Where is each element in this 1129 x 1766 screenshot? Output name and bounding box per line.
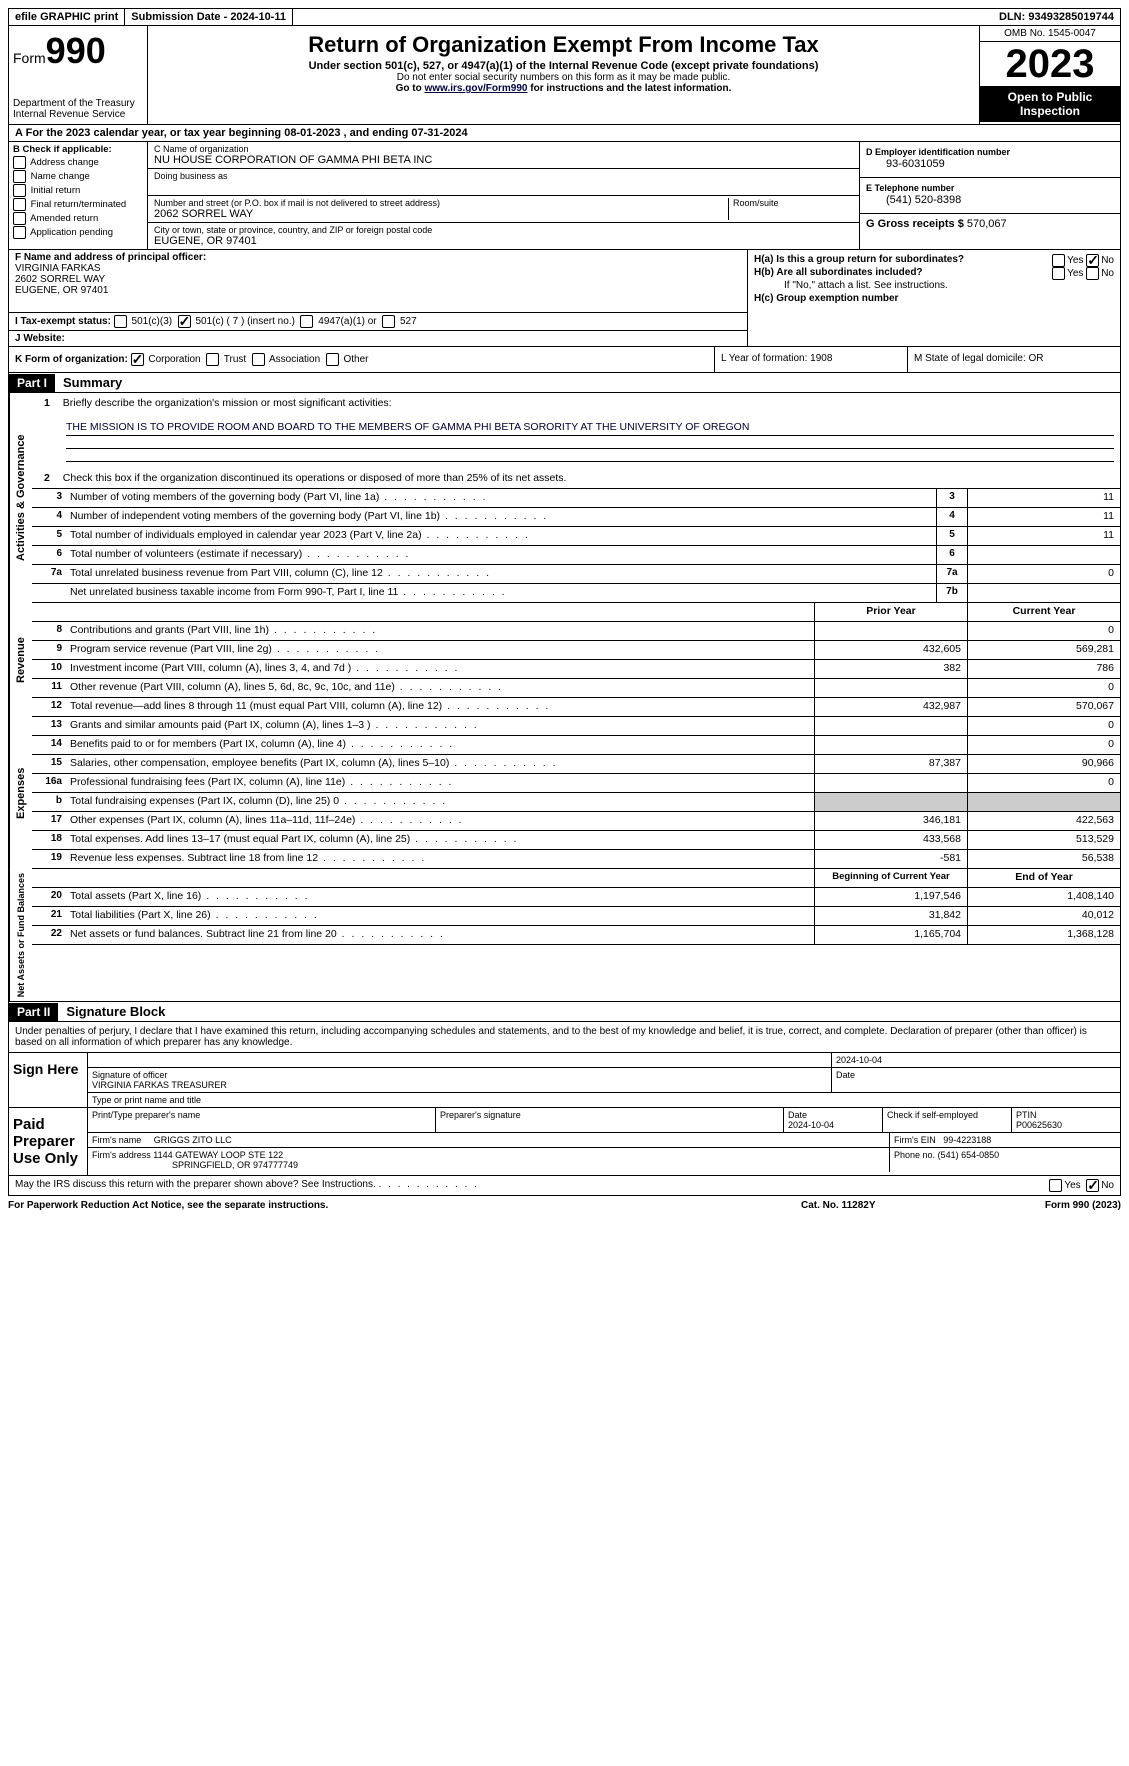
part1-table: Activities & Governance 1 Briefly descri… <box>8 393 1121 603</box>
table-row: 17 Other expenses (Part IX, column (A), … <box>32 812 1120 831</box>
mission-text: THE MISSION IS TO PROVIDE ROOM AND BOARD… <box>66 421 1114 436</box>
table-row: 15 Salaries, other compensation, employe… <box>32 755 1120 774</box>
table-row: 6 Total number of volunteers (estimate i… <box>32 546 1120 565</box>
gross-receipts: 570,067 <box>967 218 1007 230</box>
table-row: 9 Program service revenue (Part VIII, li… <box>32 641 1120 660</box>
table-row: 5 Total number of individuals employed i… <box>32 527 1120 546</box>
section-k: K Form of organization: Corporation Trus… <box>8 347 1121 373</box>
table-row: 21 Total liabilities (Part X, line 26) 3… <box>32 907 1120 926</box>
paid-preparer-block: Paid Preparer Use Only Print/Type prepar… <box>8 1108 1121 1176</box>
city-state-zip: EUGENE, OR 97401 <box>154 235 257 247</box>
tax-year: 2023 <box>980 42 1120 86</box>
table-row: 8 Contributions and grants (Part VIII, l… <box>32 622 1120 641</box>
table-row: 3 Number of voting members of the govern… <box>32 489 1120 508</box>
table-row: 11 Other revenue (Part VIII, column (A),… <box>32 679 1120 698</box>
street-address: 2062 SORREL WAY <box>154 208 253 220</box>
officer-signature: VIRGINIA FARKAS TREASURER <box>92 1080 227 1090</box>
fh-block: F Name and address of principal officer:… <box>8 250 1121 347</box>
table-row: 14 Benefits paid to or for members (Part… <box>32 736 1120 755</box>
form-subtitle: Under section 501(c), 527, or 4947(a)(1)… <box>156 60 971 72</box>
irs-link[interactable]: www.irs.gov/Form990 <box>424 83 527 94</box>
telephone: (541) 520-8398 <box>866 194 961 206</box>
ptin: P00625630 <box>1016 1120 1062 1130</box>
section-c: C Name of organization NU HOUSE CORPORAT… <box>148 142 859 249</box>
top-bar: efile GRAPHIC print Submission Date - 20… <box>8 8 1121 26</box>
year-formation: L Year of formation: 1908 <box>714 347 907 372</box>
part1-header: Part I Summary <box>8 373 1121 393</box>
part2-header: Part II Signature Block <box>8 1002 1121 1022</box>
table-row: 4 Number of independent voting members o… <box>32 508 1120 527</box>
ein: 93-6031059 <box>866 158 945 170</box>
paperwork-footer: For Paperwork Reduction Act Notice, see … <box>8 1196 1121 1215</box>
org-name: NU HOUSE CORPORATION OF GAMMA PHI BETA I… <box>154 154 432 166</box>
table-row: 13 Grants and similar amounts paid (Part… <box>32 717 1120 736</box>
open-public: Open to Public Inspection <box>980 86 1120 122</box>
table-row: 12 Total revenue—add lines 8 through 11 … <box>32 698 1120 717</box>
form-header: Form990 Department of the Treasury Inter… <box>8 26 1121 125</box>
officer-name: VIRGINIA FARKAS <box>15 263 101 274</box>
firm-name: GRIGGS ZITO LLC <box>154 1135 232 1145</box>
side-expenses: Expenses <box>9 717 32 869</box>
form-title: Return of Organization Exempt From Incom… <box>156 32 971 58</box>
corp-checkbox[interactable] <box>131 353 144 366</box>
submission-date: Submission Date - 2024-10-11 <box>125 9 293 25</box>
ha-no-checkbox[interactable] <box>1086 254 1099 267</box>
table-row: 7a Total unrelated business revenue from… <box>32 565 1120 584</box>
table-row: 18 Total expenses. Add lines 13–17 (must… <box>32 831 1120 850</box>
discuss-no-checkbox[interactable] <box>1086 1179 1099 1192</box>
side-revenue: Revenue <box>9 603 32 717</box>
entity-block: B Check if applicable: Address change Na… <box>8 142 1121 250</box>
dln: DLN: 93493285019744 <box>993 9 1120 25</box>
spacer <box>293 15 993 19</box>
efile-print[interactable]: efile GRAPHIC print <box>9 9 125 25</box>
table-row: 10 Investment income (Part VIII, column … <box>32 660 1120 679</box>
penalty-statement: Under penalties of perjury, I declare th… <box>8 1022 1121 1053</box>
section-deg: D Employer identification number 93-6031… <box>859 142 1120 249</box>
irs-label: Internal Revenue Service <box>13 109 143 120</box>
table-row: b Total fundraising expenses (Part IX, c… <box>32 793 1120 812</box>
table-row: 22 Net assets or fund balances. Subtract… <box>32 926 1120 945</box>
dept-treasury: Department of the Treasury <box>13 98 143 109</box>
goto-note: Go to www.irs.gov/Form990 for instructio… <box>156 83 971 94</box>
table-row: 20 Total assets (Part X, line 16) 1,197,… <box>32 888 1120 907</box>
omb-number: OMB No. 1545-0047 <box>980 26 1120 42</box>
section-b: B Check if applicable: Address change Na… <box>9 142 148 249</box>
table-row: Net unrelated business taxable income fr… <box>32 584 1120 603</box>
side-governance: Activities & Governance <box>9 393 32 603</box>
discuss-row: May the IRS discuss this return with the… <box>8 1176 1121 1196</box>
state-domicile: M State of legal domicile: OR <box>907 347 1120 372</box>
table-row: 16a Professional fundraising fees (Part … <box>32 774 1120 793</box>
501c-checkbox[interactable] <box>178 315 191 328</box>
ssn-note: Do not enter social security numbers on … <box>156 72 971 83</box>
form-number: Form990 <box>13 30 143 72</box>
tax-year-line: A For the 2023 calendar year, or tax yea… <box>8 125 1121 142</box>
side-netassets: Net Assets or Fund Balances <box>9 869 32 1001</box>
sign-here-block: Sign Here 2024-10-04 Signature of office… <box>8 1053 1121 1108</box>
table-row: 19 Revenue less expenses. Subtract line … <box>32 850 1120 869</box>
